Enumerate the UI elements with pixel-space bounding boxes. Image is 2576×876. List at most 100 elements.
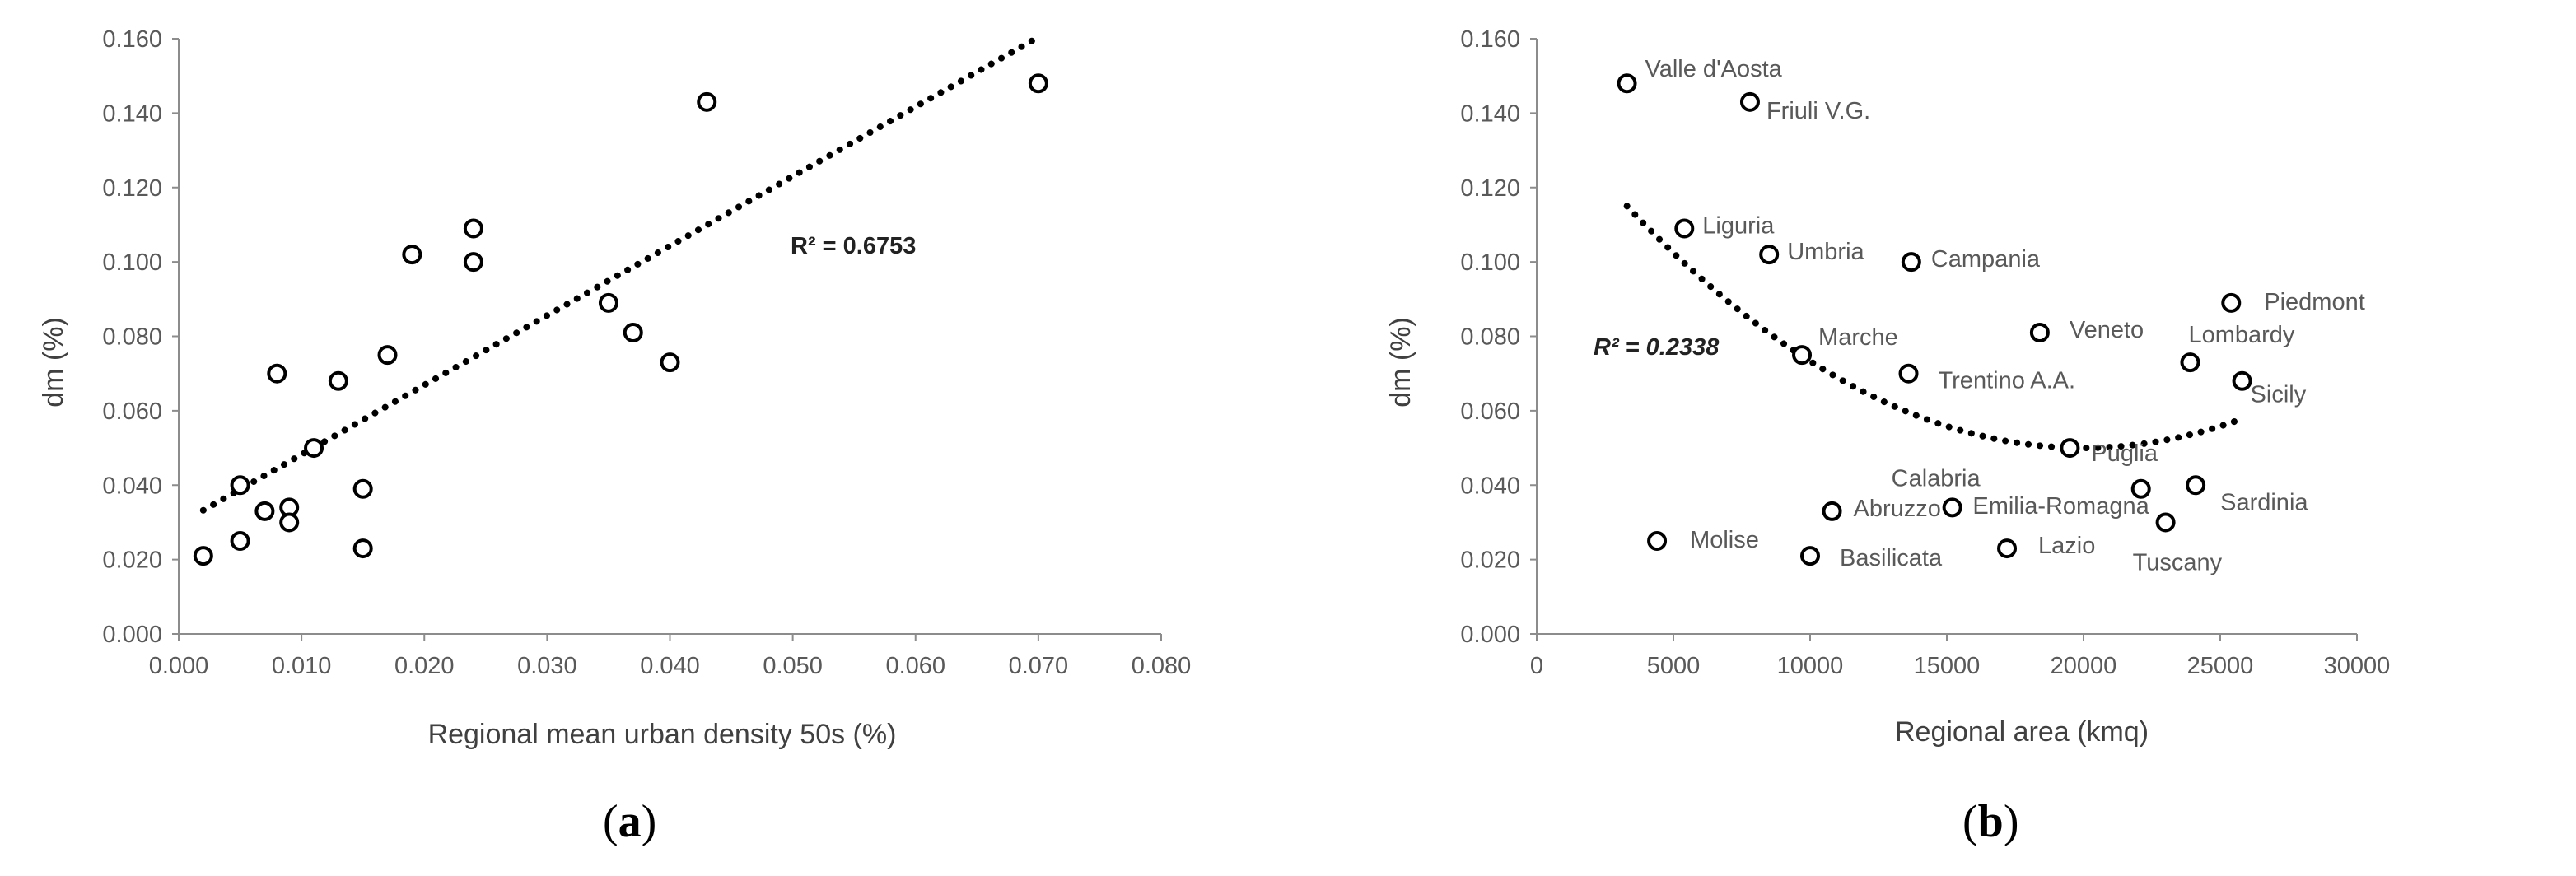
chart-b-point-label: Basilicata bbox=[1840, 545, 1943, 571]
chart-a-data-point bbox=[660, 352, 680, 373]
chart-a-x-tick-label: 0.040 bbox=[640, 653, 700, 679]
chart-b-y-tick-label: 0.160 bbox=[1460, 26, 1520, 53]
chart-b-data-point bbox=[1617, 73, 1637, 94]
chart-b-data-point bbox=[2155, 512, 2176, 533]
chart-a-x-ticks: 0.000 0.010 0.020 0.030 0.040 0.050 0.060 0.070… bbox=[149, 634, 1191, 679]
chart-b-y-tick-label: 0.120 bbox=[1460, 175, 1520, 202]
chart-b-data-point bbox=[2180, 352, 2200, 373]
chart-b-point-label: Lazio bbox=[2038, 533, 2095, 559]
chart-b-x-axis-title: Regional area (kmq) bbox=[1895, 716, 2149, 748]
chart-b-data-point bbox=[1901, 252, 1921, 273]
chart-a-x-tick-label: 0.050 bbox=[763, 653, 823, 679]
chart-b-point-label: Emilia-Romagna bbox=[1972, 493, 2149, 520]
chart-b-y-tick-label: 0.000 bbox=[1460, 622, 1520, 648]
chart-a-data-point bbox=[304, 438, 324, 459]
chart-b-point-label: Sardinia bbox=[2220, 489, 2308, 515]
chart-a-r2-label: R² = 0.6753 bbox=[791, 233, 916, 259]
chart-b-data-point bbox=[1739, 91, 1760, 112]
chart-a-data-point bbox=[697, 91, 717, 112]
chart-a-y-tick-label: 0.040 bbox=[102, 473, 162, 499]
chart-a-data-point bbox=[230, 531, 250, 552]
chart-a-caption-letter: a bbox=[618, 796, 642, 847]
chart-b-point-labels: Valle d'Aosta Friuli V.G. Liguria Umbria Cam… bbox=[1645, 56, 2365, 575]
chart-b-data-point bbox=[2060, 438, 2080, 459]
chart-b-data-point bbox=[2029, 322, 2050, 342]
chart-b-data-point bbox=[1997, 538, 2018, 559]
chart-b-data-point bbox=[2130, 478, 2151, 499]
chart-b-y-tick-label: 0.020 bbox=[1460, 548, 1520, 574]
chart-b-point-label: Piedmont bbox=[2264, 289, 2365, 315]
chart-b-caption-letter: b bbox=[1978, 796, 2004, 847]
chart-a-data-point bbox=[352, 538, 373, 559]
chart-a-y-axis-title: dm (%) bbox=[38, 317, 69, 408]
chart-b-x-tick-label: 30000 bbox=[2324, 653, 2391, 679]
chart-a-data-point bbox=[328, 370, 348, 391]
chart-b-point-label: Friuli V.G. bbox=[1766, 98, 1870, 124]
chart-b-point-label: Lombardy bbox=[2188, 322, 2294, 348]
chart-b-x-tick-label: 20000 bbox=[2051, 653, 2117, 679]
chart-a-data-point bbox=[377, 345, 398, 366]
chart-b-y-tick-label: 0.060 bbox=[1460, 398, 1520, 425]
chart-b-y-tick-label: 0.080 bbox=[1460, 324, 1520, 351]
chart-a-y-tick-label: 0.020 bbox=[102, 548, 162, 574]
chart-a-points bbox=[193, 73, 1048, 566]
chart-a: 0.000 0.020 0.040 0.060 0.080 0.100 0.120 0.140… bbox=[38, 26, 1191, 847]
chart-b-point-label: Molise bbox=[1690, 527, 1759, 553]
chart-b-x-tick-label: 10000 bbox=[1777, 653, 1844, 679]
chart-a-y-tick-label: 0.100 bbox=[102, 249, 162, 276]
chart-a-data-point bbox=[279, 512, 300, 533]
chart-b-data-point bbox=[2232, 370, 2252, 391]
chart-b-data-point bbox=[1942, 497, 1962, 518]
chart-b-points bbox=[1617, 73, 2252, 566]
chart-b-data-point bbox=[1792, 345, 1813, 366]
chart-b-data-point bbox=[1822, 501, 1842, 521]
chart-b-point-label: Sicily bbox=[2251, 382, 2307, 408]
chart-a-y-tick-label: 0.080 bbox=[102, 324, 162, 351]
chart-b: 0.000 0.020 0.040 0.060 0.080 0.100 0.120 0.140… bbox=[1385, 26, 2390, 847]
chart-b-data-point bbox=[1800, 546, 1820, 566]
chart-b-point-label: Liguria bbox=[1702, 212, 1775, 239]
chart-b-y-tick-label: 0.100 bbox=[1460, 249, 1520, 276]
chart-a-y-tick-label: 0.160 bbox=[102, 26, 162, 53]
chart-b-point-label: Puglia bbox=[2091, 440, 2158, 467]
chart-b-data-point bbox=[2186, 475, 2206, 496]
chart-a-y-ticks: 0.000 0.020 0.040 0.060 0.080 0.100 0.120 0.140… bbox=[102, 26, 179, 648]
chart-a-x-axis-title: Regional mean urban density 50s (%) bbox=[428, 719, 897, 750]
chart-a-y-tick-label: 0.140 bbox=[102, 100, 162, 127]
chart-a-data-point bbox=[352, 478, 373, 499]
chart-b-point-label: Veneto bbox=[2070, 317, 2144, 343]
chart-a-data-point bbox=[267, 363, 287, 384]
chart-a-y-tick-label: 0.000 bbox=[102, 622, 162, 648]
chart-a-data-point bbox=[193, 546, 213, 566]
chart-b-x-tick-label: 0 bbox=[1530, 653, 1543, 679]
chart-b-x-tick-label: 25000 bbox=[2187, 653, 2254, 679]
chart-a-y-tick-label: 0.060 bbox=[102, 398, 162, 425]
chart-a-trendline-group bbox=[199, 35, 1039, 514]
chart-a-data-point bbox=[230, 475, 250, 496]
chart-b-point-label: Abruzzo bbox=[1854, 496, 1941, 522]
chart-b-y-tick-label: 0.040 bbox=[1460, 473, 1520, 499]
chart-b-y-axis-title: dm (%) bbox=[1385, 317, 1416, 408]
chart-b-data-point bbox=[1898, 363, 1919, 384]
chart-b-data-point bbox=[1647, 531, 1668, 552]
chart-a-data-point bbox=[402, 245, 422, 265]
chart-b-trendline-group bbox=[1623, 203, 2246, 451]
chart-a-data-point bbox=[598, 292, 618, 313]
chart-b-data-point bbox=[2221, 292, 2242, 313]
chart-b-point-label: Umbria bbox=[1787, 239, 1864, 265]
chart-a-x-tick-label: 0.000 bbox=[149, 653, 209, 679]
chart-a-x-tick-label: 0.070 bbox=[1009, 653, 1069, 679]
chart-a-data-point bbox=[623, 322, 643, 342]
chart-b-point-label: Tuscany bbox=[2133, 549, 2223, 575]
chart-b-data-point bbox=[1759, 245, 1780, 265]
chart-a-x-tick-label: 0.030 bbox=[517, 653, 577, 679]
chart-b-point-label: Trentino A.A. bbox=[1939, 368, 2076, 394]
chart-a-data-point bbox=[463, 252, 483, 273]
chart-b-trendline bbox=[1623, 203, 2246, 451]
chart-a-data-point bbox=[463, 218, 483, 239]
chart-b-x-ticks: 0 5000 10000 15000 20000 25000 30000 bbox=[1530, 634, 2390, 679]
chart-b-point-label: Campania bbox=[1931, 246, 2041, 273]
chart-b-y-tick-label: 0.140 bbox=[1460, 100, 1520, 127]
chart-a-data-point bbox=[254, 501, 275, 521]
